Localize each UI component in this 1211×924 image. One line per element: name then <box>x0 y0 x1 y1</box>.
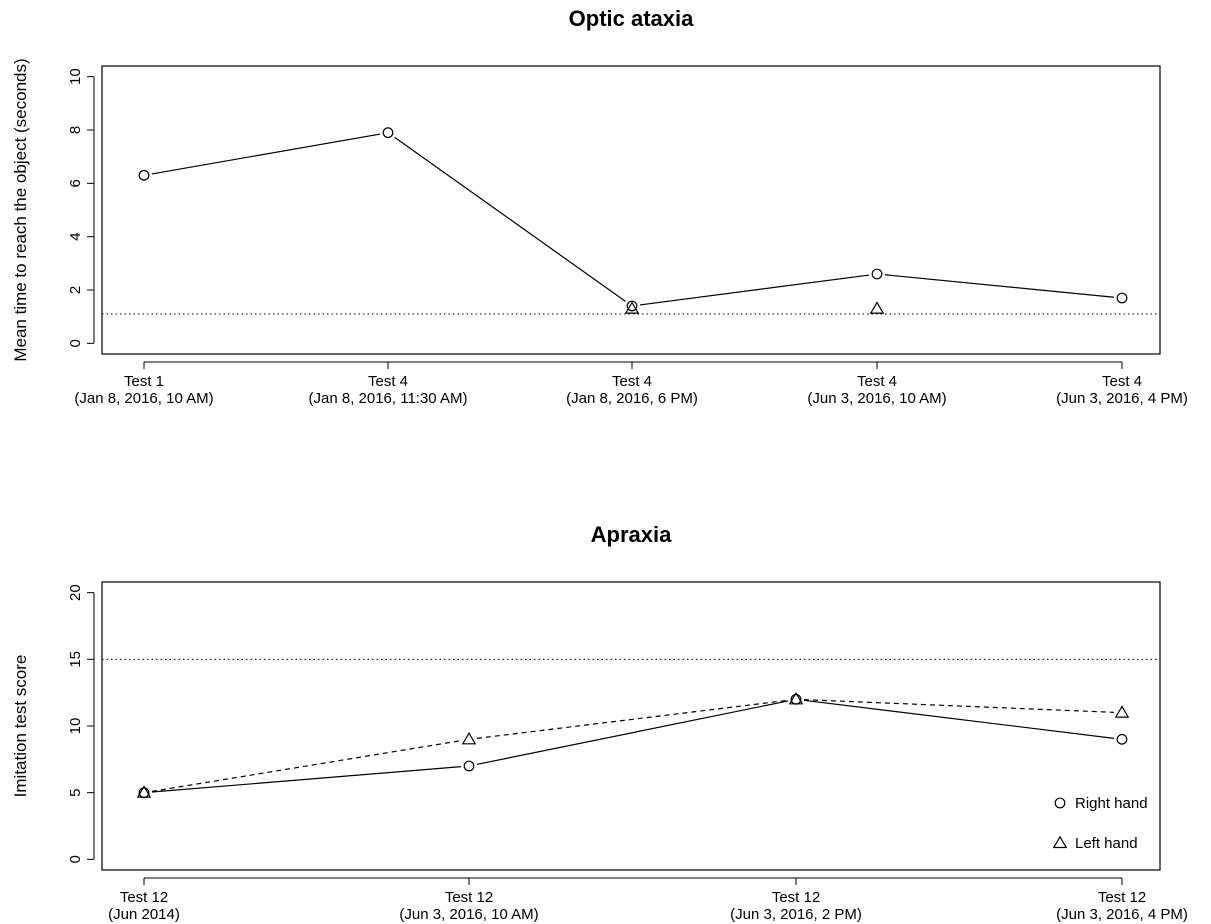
series-segment-right-hand <box>639 274 870 306</box>
x-tick-label: Test 12 <box>1098 889 1146 906</box>
data-point-left-hand <box>136 785 152 798</box>
data-point-right-hand <box>138 169 150 181</box>
x-tick-sublabel: (Jun 3, 2016, 4 PM) <box>1056 906 1188 923</box>
series-segment-right-hand <box>884 274 1115 298</box>
series-segment-right-hand <box>394 136 626 302</box>
series-segment-right-hand <box>151 766 462 793</box>
x-tick-label: Test 4 <box>857 373 897 390</box>
data-point-right-hand <box>1116 733 1128 745</box>
x-tick-sublabel: (Jun 3, 2016, 4 PM) <box>1056 390 1188 407</box>
chart-title: Apraxia <box>591 522 672 547</box>
x-tick-sublabel: (Jan 8, 2016, 11:30 AM) <box>309 390 468 407</box>
y-tick-label: 2 <box>67 286 84 294</box>
y-tick-label: 5 <box>67 788 84 796</box>
x-tick-sublabel: (Jan 8, 2016, 6 PM) <box>566 390 698 407</box>
x-tick-label: Test 12 <box>445 889 493 906</box>
series-segment-right-hand <box>151 133 381 175</box>
data-point-right-hand <box>463 760 475 772</box>
chart-panel-1: Optic ataxia Mean time to reach the objec… <box>11 6 1188 407</box>
legend-marker-circle <box>1054 797 1066 809</box>
x-tick-label: Test 4 <box>1102 373 1142 390</box>
x-tick-label: Test 1 <box>124 373 164 390</box>
y-tick-label: 10 <box>67 718 84 735</box>
x-tick-label: Test 12 <box>120 889 168 906</box>
data-point-right-hand <box>871 268 883 280</box>
data-point-right-hand <box>382 127 394 139</box>
y-tick-label: 0 <box>67 339 84 347</box>
y-axis-label: Imitation test score <box>11 655 30 798</box>
data-point-right-hand <box>1116 292 1128 304</box>
x-tick-sublabel: (Jun 3, 2016, 2 PM) <box>730 906 862 923</box>
legend-marker-triangle <box>1052 835 1068 849</box>
chart-title: Optic ataxia <box>569 6 694 31</box>
legend-label: Left hand <box>1075 835 1138 852</box>
y-tick-label: 0 <box>67 855 84 863</box>
chart-panel-2: Apraxia Imitation test score 0 5 10 15 20 Test … <box>11 522 1188 923</box>
legend-label: Right hand <box>1075 795 1148 812</box>
series-segment-left-hand <box>476 699 789 739</box>
y-tick-label: 8 <box>67 126 84 134</box>
legend: Right hand Left hand <box>1052 795 1148 852</box>
data-point-left-hand <box>869 301 885 314</box>
data-point-left-hand <box>461 731 477 745</box>
x-tick-label: Test 4 <box>612 373 652 390</box>
data-point-left-hand <box>1114 705 1130 718</box>
series-segment-left-hand <box>151 740 462 792</box>
x-tick-label: Test 4 <box>368 373 408 390</box>
data-point-left-hand <box>788 691 804 705</box>
x-tick-sublabel: (Jun 2014) <box>108 906 180 923</box>
y-tick-label: 6 <box>67 179 84 187</box>
x-tick-label: Test 12 <box>772 889 820 906</box>
series-segment-left-hand <box>803 699 1115 713</box>
x-tick-sublabel: (Jun 3, 2016, 10 AM) <box>807 390 946 407</box>
y-tick-label: 20 <box>67 584 84 601</box>
plot-frame <box>101 581 1161 871</box>
plot-frame <box>101 65 1161 355</box>
y-tick-label: 4 <box>67 232 84 240</box>
data-point-left-hand <box>624 301 640 314</box>
series-segment-right-hand <box>803 699 1115 739</box>
y-tick-label: 10 <box>67 68 84 85</box>
y-axis-label: Mean time to reach the object (seconds) <box>11 58 30 361</box>
x-tick-sublabel: (Jan 8, 2016, 10 AM) <box>74 390 213 407</box>
x-tick-sublabel: (Jun 3, 2016, 10 AM) <box>399 906 538 923</box>
y-tick-label: 15 <box>67 651 84 668</box>
series-segment-right-hand <box>476 700 789 765</box>
data-point-right-hand <box>626 300 638 312</box>
